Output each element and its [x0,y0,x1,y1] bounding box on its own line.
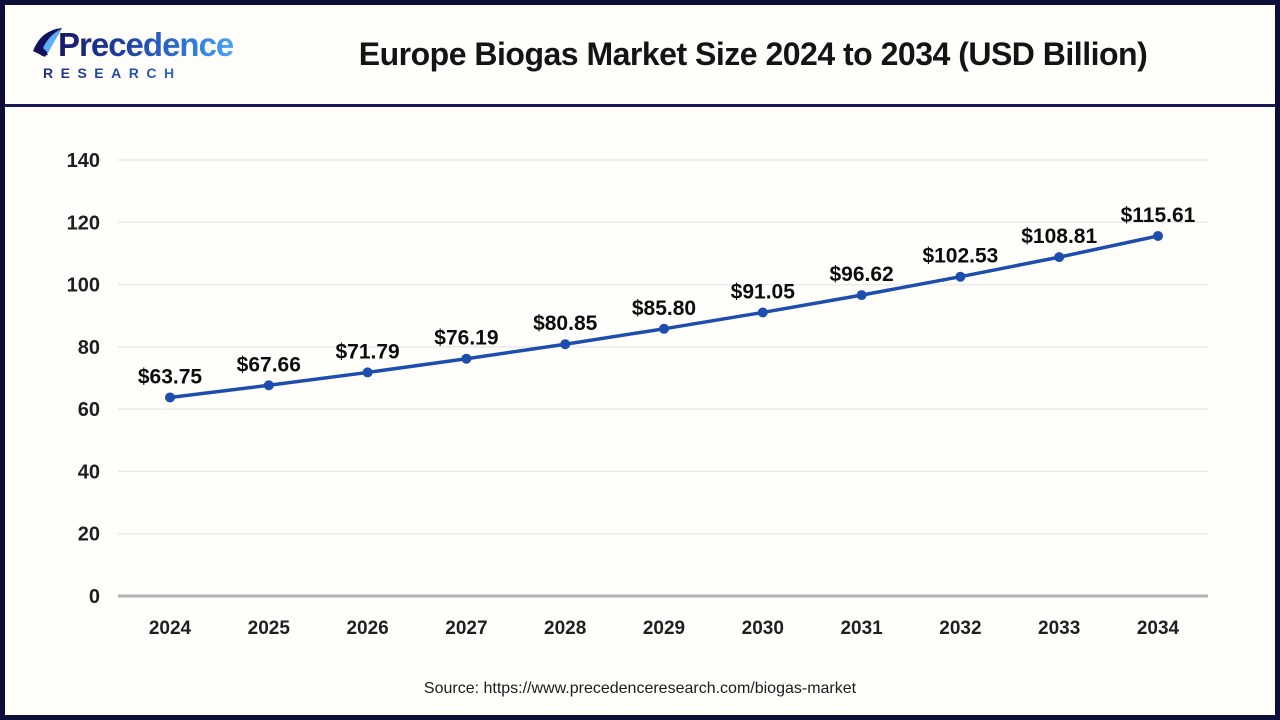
data-point-marker [1054,252,1065,263]
data-point-label: $63.75 [138,365,203,388]
data-point-marker [560,339,571,350]
data-point-marker [461,353,472,364]
x-tick-label: 2031 [840,618,883,639]
data-point-label: $76.19 [434,327,498,350]
y-tick-label: 120 [67,212,100,234]
data-point-marker [659,323,669,334]
y-tick-label: 40 [78,461,100,483]
y-tick-label: 0 [89,586,100,608]
y-tick-label: 80 [78,337,100,359]
brand-subtitle: RESEARCH [31,65,245,81]
header: Precedence RESEARCH Europe Biogas Market… [5,5,1275,107]
x-tick-label: 2028 [544,618,586,639]
y-tick-label: 140 [67,150,100,172]
data-point-label: $67.66 [237,353,301,376]
brand-logo: Precedence RESEARCH [5,26,245,81]
x-tick-label: 2032 [939,618,981,639]
line-chart: 0 20 40 60 80 100 120 140 2024 2025 2026 2027 2028 20… [67,150,1208,639]
data-point-label: $71.79 [335,340,399,363]
x-tick-label: 2033 [1038,618,1080,639]
data-point-marker [1153,230,1163,241]
data-point-marker [165,392,175,403]
data-point-label: $85.80 [632,297,696,320]
data-point-label: $108.81 [1021,225,1097,248]
data-point-label: $80.85 [533,312,598,335]
data-point-label: $96.62 [829,263,893,286]
x-tick-label: 2029 [643,618,685,639]
data-point-marker [955,271,966,282]
data-point-marker [362,367,373,378]
x-tick-label: 2034 [1137,618,1180,639]
y-tick-label: 100 [67,275,100,297]
chart-area: 0 20 40 60 80 100 120 140 2024 2025 2026 2027 2028 20… [5,107,1275,712]
data-point-marker [263,380,274,391]
x-tick-label: 2025 [248,618,291,639]
data-point-marker [856,290,867,301]
data-point-marker [757,307,768,318]
brand-name: Precedence [58,26,234,63]
data-point-label: $102.53 [922,245,998,268]
x-tick-label: 2026 [346,618,388,639]
x-tick-label: 2027 [445,618,487,639]
x-tick-label: 2030 [742,618,784,639]
sail-icon [31,26,65,64]
page-title: Europe Biogas Market Size 2024 to 2034 (… [358,36,1148,72]
source-note: Source: https://www.precedenceresearch.c… [423,680,857,697]
x-tick-label: 2024 [149,618,192,639]
y-tick-label: 60 [78,399,100,421]
data-point-label: $115.61 [1121,204,1196,227]
y-tick-label: 20 [78,524,100,546]
data-point-label: $91.05 [731,280,796,303]
